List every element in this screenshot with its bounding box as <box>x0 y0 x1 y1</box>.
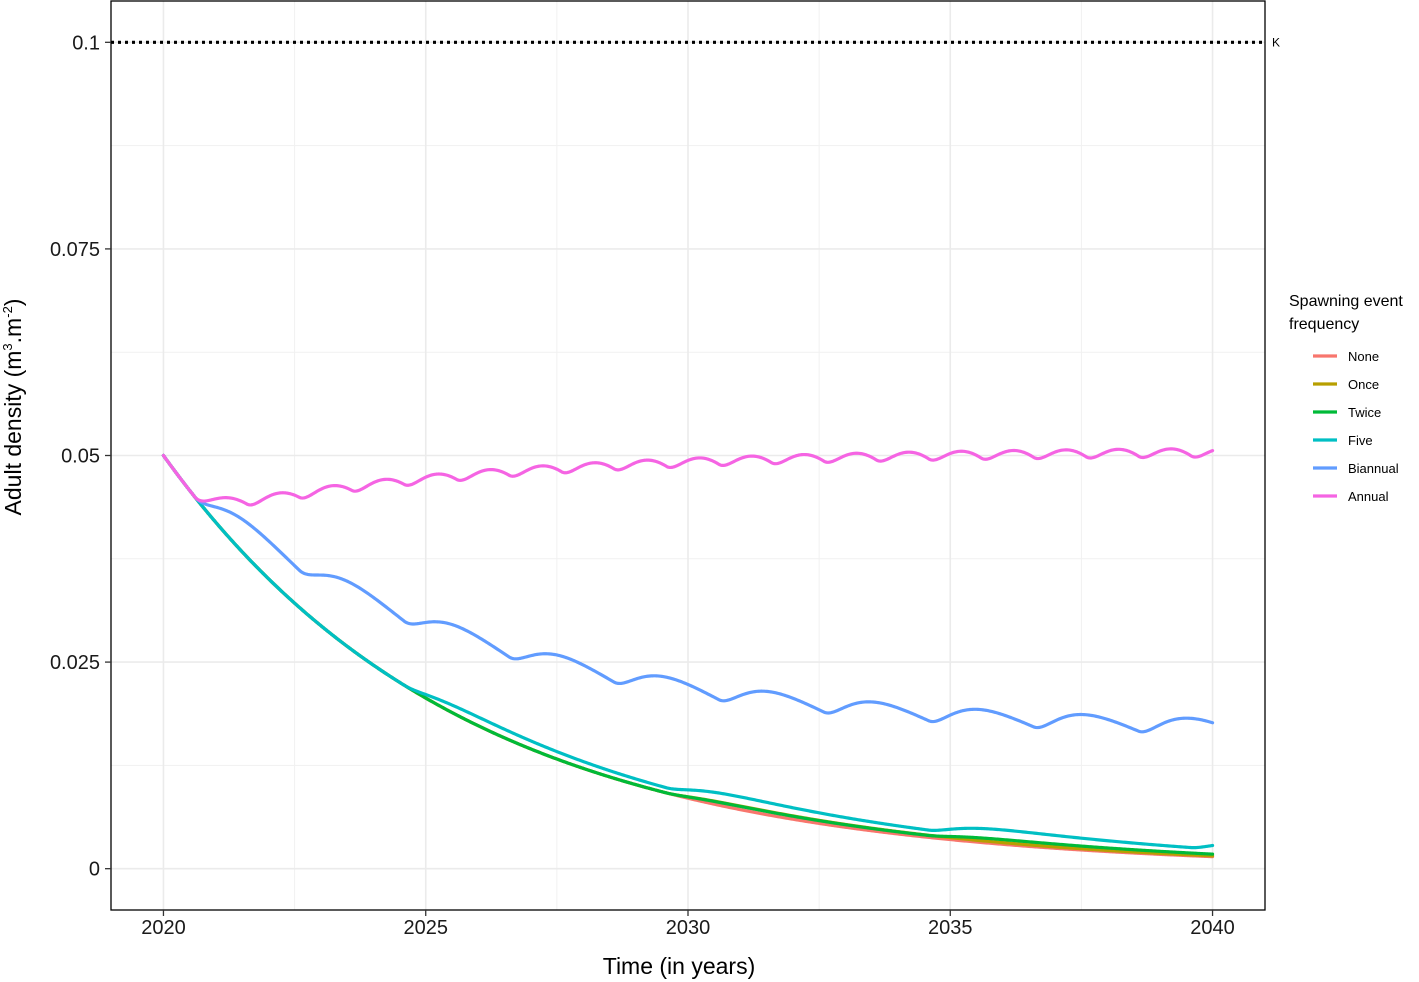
y-axis-title-end: ) <box>0 299 26 307</box>
x-tick-label: 2020 <box>141 917 186 939</box>
y-axis-title-sup2: -2 <box>0 306 15 318</box>
y-axis-title-mid: .m <box>0 318 26 344</box>
legend-items: None Once Twice Five Biannual Annual <box>1313 349 1399 504</box>
y-tick-label: 0.075 <box>50 239 100 261</box>
series-line-five <box>161 453 1215 850</box>
y-tick-label: 0.1 <box>72 32 100 54</box>
legend-label-none: None <box>1348 349 1379 364</box>
x-axis-title: Time (in years) <box>603 953 756 979</box>
y-tick-label: 0 <box>89 859 100 881</box>
x-axis: 2020 2025 2030 2035 2040 <box>141 910 1235 939</box>
legend-title-line2: frequency <box>1289 316 1359 333</box>
y-axis-title: Adult density (m3.m-2) <box>0 299 26 516</box>
y-tick-label: 0.05 <box>61 446 100 468</box>
legend-label-biannual: Biannual <box>1348 461 1399 476</box>
legend-label-annual: Annual <box>1348 489 1389 504</box>
legend: Spawning event frequency None Once Twice Fi… <box>1289 293 1403 504</box>
series-line-biannual <box>161 453 1215 734</box>
x-tick-label: 2040 <box>1190 917 1235 939</box>
x-tick-label: 2025 <box>403 917 448 939</box>
y-axis: 0 0.025 0.05 0.075 0.1 <box>50 32 111 881</box>
series-line-annual <box>161 447 1215 507</box>
y-axis-title-sup1: 3 <box>0 343 15 350</box>
x-tick-label: 2030 <box>666 917 711 939</box>
carrying-capacity-label: K <box>1272 35 1280 49</box>
y-tick-label: 0.025 <box>50 652 100 674</box>
series-lines <box>161 447 1215 859</box>
y-axis-title-main: Adult density (m <box>0 351 26 516</box>
legend-label-once: Once <box>1348 377 1379 392</box>
legend-label-twice: Twice <box>1348 405 1381 420</box>
legend-title-line1: Spawning event <box>1289 293 1403 310</box>
legend-label-five: Five <box>1348 433 1373 448</box>
x-tick-label: 2035 <box>928 917 973 939</box>
